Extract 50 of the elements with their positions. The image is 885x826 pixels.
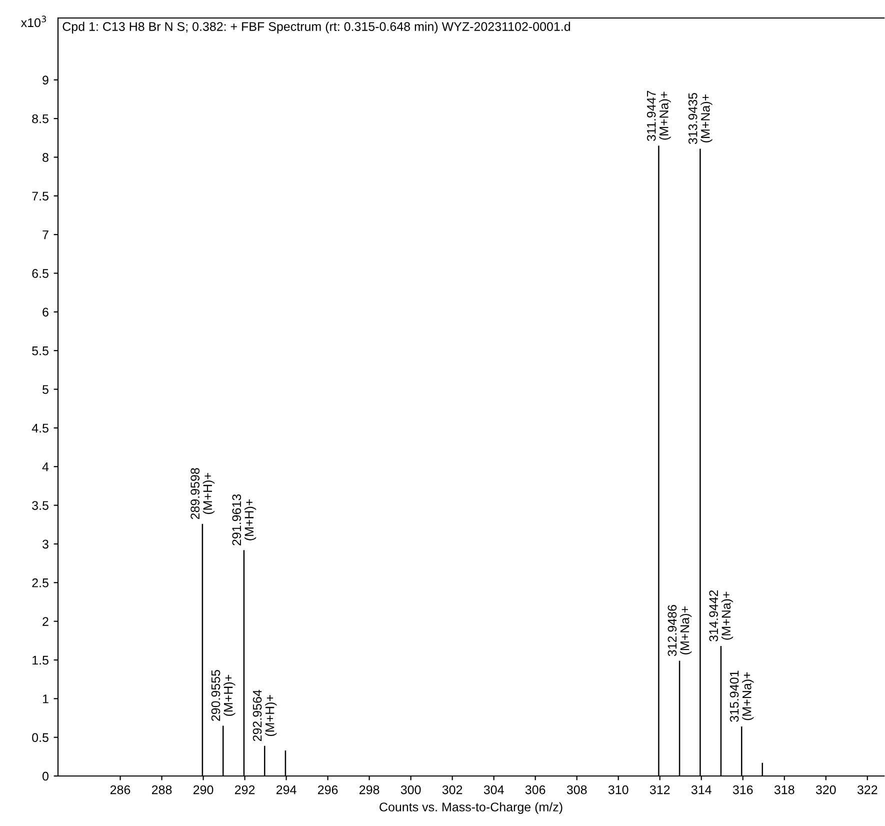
x-tick-label: 304 <box>484 785 504 794</box>
x-tick-label: 314 <box>691 785 712 794</box>
y-tick-label: 7 <box>42 230 48 240</box>
y-tick-label: 3 <box>42 540 48 549</box>
x-tick-label: 302 <box>442 785 462 794</box>
x-tick-label: 316 <box>732 785 753 794</box>
annotation: 291.9613 (M+H)+ <box>232 494 256 546</box>
x-tick-label: 286 <box>110 785 130 794</box>
annotation: 313.9435 (M+Na)+ <box>688 92 712 144</box>
annotation: 315.9401 (M+Na)+ <box>730 670 754 722</box>
y-tick-label: 5.5 <box>32 346 48 356</box>
y-tick-label: 7.5 <box>32 192 48 201</box>
annotation: 290.9555 (M+H)+ <box>211 670 236 721</box>
y-tick-label: 0.5 <box>32 733 48 742</box>
x-axis-title: Counts vs. Mass-to-Charge (m/z) <box>380 802 562 814</box>
y-tick-label: 3.5 <box>32 501 48 510</box>
y-tick-label: 8 <box>42 153 48 162</box>
x-tick-label: 312 <box>650 785 670 794</box>
annotation: 314.9442 (M+Na)+ <box>709 590 734 642</box>
x-tick-label: 294 <box>276 785 296 794</box>
annotation: 289.9598 (M+H)+ <box>190 468 215 520</box>
y-tick-label: 2 <box>42 617 48 626</box>
x-tick-label: 308 <box>566 785 587 794</box>
x-tick-label: 288 <box>152 785 172 794</box>
x-tick-label: 318 <box>774 785 794 794</box>
x-tick-label: 300 <box>400 785 421 794</box>
y-tick-label: 8.5 <box>32 114 48 124</box>
y-tick-label: 5 <box>42 385 48 394</box>
chart-title: Cpd 1: C13 H8 Br N S; 0.382: + FBF Spectrum (rt: 0.315-0.648 min) WYZ-20231102-0001.d <box>62 22 570 34</box>
y-tick-label: 9 <box>42 76 48 85</box>
y-tick-label: 1 <box>42 694 48 704</box>
annotation: 292.9564 (M+H)+ <box>252 690 277 742</box>
y-tick-label: 0 <box>42 772 48 781</box>
y-tick-label: 6 <box>42 308 48 317</box>
y-tick-label: 2.5 <box>32 578 48 588</box>
x-tick-label: 292 <box>234 785 255 794</box>
x-tick-label: 296 <box>318 785 338 794</box>
x-tick-label: 298 <box>360 785 380 794</box>
x-tick-label: 290 <box>193 785 214 794</box>
y-tick-label: 4 <box>42 462 49 472</box>
y-tick-label: 4.5 <box>32 424 48 433</box>
y-axis-title: x10$^{3}$ <box>20 16 46 28</box>
y-tick-label: 1.5 <box>32 656 48 665</box>
annotation: 311.9447 (M+Na)+ <box>646 90 671 141</box>
x-tick-label: 320 <box>816 785 836 794</box>
x-tick-label: 306 <box>525 785 546 794</box>
x-tick-label: 322 <box>857 785 878 794</box>
x-tick-label: 310 <box>608 785 628 794</box>
y-tick-label: 6.5 <box>32 269 48 278</box>
annotation: 312.9486 (M+Na)+ <box>668 605 692 656</box>
